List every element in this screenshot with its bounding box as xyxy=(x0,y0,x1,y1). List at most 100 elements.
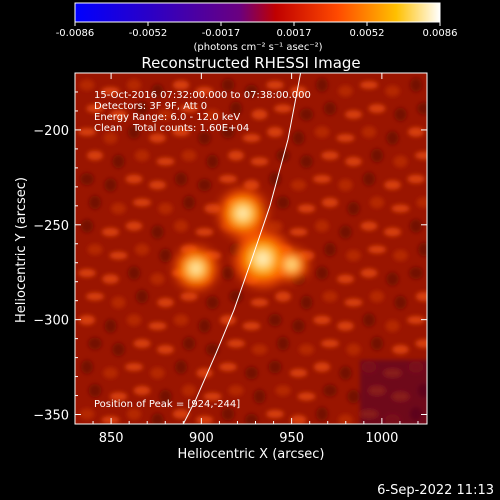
texture-ripple xyxy=(275,291,291,302)
texture-ripple xyxy=(127,266,141,280)
texture-ripple xyxy=(159,248,172,263)
time-range-annotation: 15-Oct-2016 07:32:00.000 to 07:38:00.000 xyxy=(94,90,311,101)
y-tick-label: −200 xyxy=(33,124,69,139)
texture-ripple xyxy=(149,133,166,143)
texture-ripple xyxy=(360,268,378,278)
clean-annotation: Clean xyxy=(94,123,122,134)
texture-ripple xyxy=(268,313,282,327)
texture-ripple xyxy=(383,227,402,237)
texture-ripple xyxy=(276,195,290,210)
texture-ripple xyxy=(126,79,142,91)
texture-ripple xyxy=(151,84,164,98)
texture-ripple xyxy=(298,344,315,355)
texture-ripple xyxy=(276,149,290,162)
texture-ripple xyxy=(174,360,188,374)
texture-ripple xyxy=(109,251,128,260)
x-tick-label: 950 xyxy=(279,431,304,446)
texture-ripple xyxy=(386,272,399,286)
texture-ripple xyxy=(150,273,165,285)
texture-ripple xyxy=(206,154,219,169)
image-area xyxy=(75,73,427,424)
texture-ripple xyxy=(174,172,188,186)
flare-source-peak xyxy=(236,207,249,220)
x-axis-label: Heliocentric X (arcsec) xyxy=(178,447,325,462)
texture-ripple xyxy=(346,343,361,356)
texture-ripple xyxy=(78,268,96,278)
texture-ripple xyxy=(394,295,407,310)
texture-ripple xyxy=(267,126,283,138)
texture-ripple xyxy=(174,219,188,233)
texture-ripple xyxy=(385,320,400,332)
y-axis-label: Heliocentric Y (arcsec) xyxy=(14,177,29,323)
texture-ripple xyxy=(290,179,307,191)
y-tick-label: −250 xyxy=(33,219,69,234)
texture-ripple xyxy=(87,244,103,255)
texture-ripple xyxy=(313,174,331,184)
texture-ripple xyxy=(126,408,142,420)
texture-ripple xyxy=(242,321,261,331)
texture-ripple xyxy=(415,291,427,302)
texture-ripple xyxy=(315,266,329,280)
texture-ripple xyxy=(315,78,329,92)
texture-ripple xyxy=(104,319,117,333)
texture-ripple xyxy=(361,126,377,138)
texture-ripple xyxy=(111,296,126,309)
texture-ripple xyxy=(290,86,307,96)
texture-ripple xyxy=(337,321,354,331)
flare-source-peak xyxy=(190,263,202,274)
texture-ripple xyxy=(125,221,143,231)
texture-ripple xyxy=(198,131,211,145)
colorbar-tick-label: -0.0052 xyxy=(129,28,168,39)
colorbar xyxy=(74,2,441,23)
texture-ripple xyxy=(157,297,174,308)
x-tick-label: 850 xyxy=(99,431,124,446)
texture-ripple xyxy=(300,295,313,310)
texture-ripple xyxy=(338,85,353,97)
texture-ripple xyxy=(80,360,94,374)
energy-annotation: Energy Range: 6.0 - 12.0 keV xyxy=(94,112,240,123)
y-axis: −200 −250 −300 −350 xyxy=(33,91,427,424)
texture-ripple xyxy=(267,220,283,232)
texture-ripple xyxy=(407,127,425,137)
texture-ripple xyxy=(219,315,237,325)
texture-ripple xyxy=(339,225,352,239)
texture-ripple xyxy=(276,336,290,351)
texture-ripple xyxy=(80,219,94,233)
texture-ripple xyxy=(417,102,427,115)
texture-ripple xyxy=(79,408,95,420)
texture-ripple xyxy=(251,344,268,355)
texture-ripple xyxy=(221,78,235,92)
texture-ripple xyxy=(227,339,245,348)
texture-ripple xyxy=(221,407,235,421)
texture-ripple xyxy=(126,314,142,326)
texture-ripple xyxy=(315,219,329,233)
texture-ripple xyxy=(323,101,337,116)
texture-ripple xyxy=(156,157,175,166)
texture-ripple xyxy=(297,204,316,213)
texture-ripple xyxy=(346,249,361,262)
flare-source-peak xyxy=(255,251,270,266)
texture-ripple xyxy=(111,202,126,215)
texture-ripple xyxy=(112,154,125,169)
texture-ripple xyxy=(323,384,337,397)
texture-ripple xyxy=(151,225,164,239)
plot-frame xyxy=(74,72,428,425)
texture-ripple xyxy=(182,384,196,397)
texture-ripple xyxy=(289,368,308,378)
texture-ripple xyxy=(392,344,409,355)
texture-ripple xyxy=(195,415,214,424)
texture-ripple xyxy=(78,315,96,325)
texture-ripple xyxy=(172,127,190,137)
texture-ripple xyxy=(110,109,127,120)
texture-ripple xyxy=(360,80,378,90)
texture-ripple xyxy=(101,227,120,237)
texture-ripple xyxy=(299,108,314,121)
texture-ripple xyxy=(133,385,151,396)
texture-ripple xyxy=(244,366,259,380)
texture-ripple xyxy=(409,78,423,92)
texture-ripple xyxy=(182,336,196,351)
colorbar-tick-label: 0.0052 xyxy=(350,28,385,39)
texture-ripple xyxy=(243,179,260,191)
x-tick-label: 900 xyxy=(189,431,214,446)
colorbar-tick-label: -0.0086 xyxy=(56,28,95,39)
